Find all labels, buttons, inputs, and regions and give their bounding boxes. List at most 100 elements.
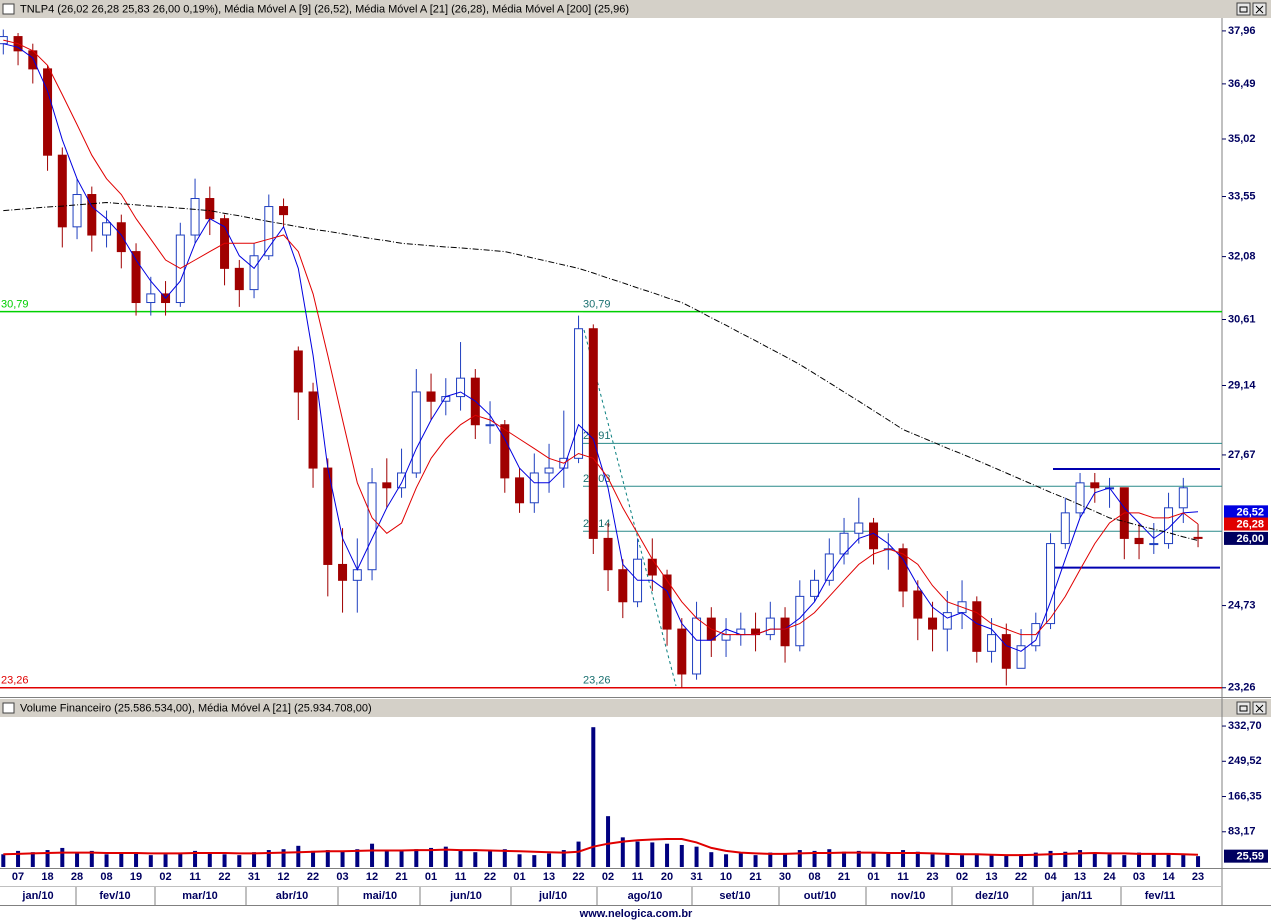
candle-body	[603, 537, 613, 571]
volume-bar	[871, 852, 876, 867]
candle-body	[146, 293, 156, 304]
x-tick-label: 30	[779, 871, 791, 883]
value-badge	[1224, 505, 1268, 519]
volume-bar	[207, 853, 212, 867]
candle-body	[411, 391, 421, 474]
volume-bar	[1151, 854, 1156, 867]
volume-title: Volume Financeiro (25.586.534,00), Média…	[20, 702, 372, 714]
candle-body	[544, 467, 554, 474]
fibonacci-trend	[583, 329, 677, 687]
volume-bar	[1122, 855, 1127, 867]
value-badge-label: 25,59	[1236, 851, 1264, 863]
candle-body	[1016, 645, 1026, 669]
y-tick-label: 29,14	[1228, 379, 1256, 391]
y-tick-label: 32,08	[1228, 251, 1256, 263]
candle-body	[618, 569, 628, 603]
volume-bar	[266, 850, 271, 867]
candle-body	[293, 350, 303, 393]
month-label: ago/10	[628, 890, 663, 902]
x-tick-label: 28	[71, 871, 83, 883]
volume-bar	[104, 854, 109, 867]
candle-body	[485, 424, 495, 427]
volume-bar	[827, 849, 832, 867]
x-tick-label: 24	[1103, 871, 1116, 883]
candle-body	[131, 251, 141, 304]
x-tick-label: 11	[189, 871, 201, 883]
candle-body	[426, 391, 436, 402]
volume-bar	[340, 851, 345, 867]
candle-body	[677, 628, 687, 675]
x-tick-label: 11	[455, 871, 467, 883]
x-tick-label: 02	[602, 871, 614, 883]
candle-body	[279, 206, 289, 216]
candle-body	[692, 617, 702, 675]
month-label: jun/10	[449, 890, 482, 902]
candle-body	[972, 601, 982, 652]
y-tick-label: 33,55	[1228, 190, 1256, 202]
y-tick-label: 37,96	[1228, 25, 1256, 37]
x-tick-label: 20	[661, 871, 673, 883]
month-label: jan/10	[21, 890, 53, 902]
volume-bar	[355, 849, 360, 867]
x-tick-label: 02	[159, 871, 171, 883]
level-label: 30,79	[1, 299, 29, 311]
candle-body	[500, 424, 510, 479]
volume-bar	[679, 844, 684, 867]
x-tick-label: 01	[425, 871, 437, 883]
volume-bar	[443, 846, 448, 867]
x-tick-label: 31	[248, 871, 260, 883]
month-label: jul/10	[538, 890, 567, 902]
candle-body	[1164, 507, 1174, 545]
volume-bar	[1048, 850, 1053, 867]
candle-body	[1134, 537, 1144, 545]
candle-body	[942, 612, 952, 630]
maximize-button[interactable]	[1236, 2, 1251, 16]
volume-bar	[1, 854, 6, 867]
candle-body	[529, 472, 539, 504]
maximize-button[interactable]	[1236, 701, 1251, 715]
volume-bar	[384, 850, 389, 867]
volume-bar	[1181, 854, 1186, 867]
x-tick-label: 22	[307, 871, 319, 883]
x-tick-label: 21	[749, 871, 761, 883]
volume-bar	[75, 852, 80, 867]
volume-bar	[30, 852, 35, 867]
volume-bar	[148, 855, 153, 867]
volume-bar	[1078, 850, 1083, 867]
candle-body	[234, 267, 244, 291]
candle-body	[338, 563, 348, 581]
button-glyphs	[1239, 5, 1264, 14]
x-tick-label: 23	[926, 871, 938, 883]
panel-icon[interactable]	[2, 3, 15, 15]
volume-bar	[1019, 854, 1024, 867]
volume-bar	[45, 850, 50, 867]
volume-bar	[16, 850, 21, 867]
candle-body	[72, 194, 82, 228]
candle-body	[780, 617, 790, 647]
panel-icon[interactable]	[2, 702, 15, 714]
volume-bar	[252, 852, 257, 867]
volume-bar	[738, 853, 743, 867]
level-label: 23,26	[1, 675, 29, 687]
y-tick-label: 166,35	[1228, 790, 1262, 802]
month-label: fev/10	[99, 890, 130, 902]
candle-body	[574, 328, 584, 459]
y-tick-label: 24,73	[1228, 599, 1256, 611]
candle-body	[1090, 482, 1100, 489]
volume-bar	[414, 849, 419, 867]
x-tick-label: 07	[12, 871, 24, 883]
candle-body	[928, 617, 938, 630]
volume-bar	[797, 850, 802, 867]
moving-average	[3, 39, 1199, 636]
candle-body	[205, 198, 215, 220]
x-tick-label: 13	[985, 871, 997, 883]
moving-average	[3, 201, 1199, 541]
candle-body	[1178, 487, 1188, 509]
volume-bar	[473, 852, 478, 867]
volume-bar	[856, 850, 861, 867]
volume-bar	[945, 853, 950, 867]
candle-body	[308, 391, 318, 469]
volume-bar	[886, 853, 891, 867]
